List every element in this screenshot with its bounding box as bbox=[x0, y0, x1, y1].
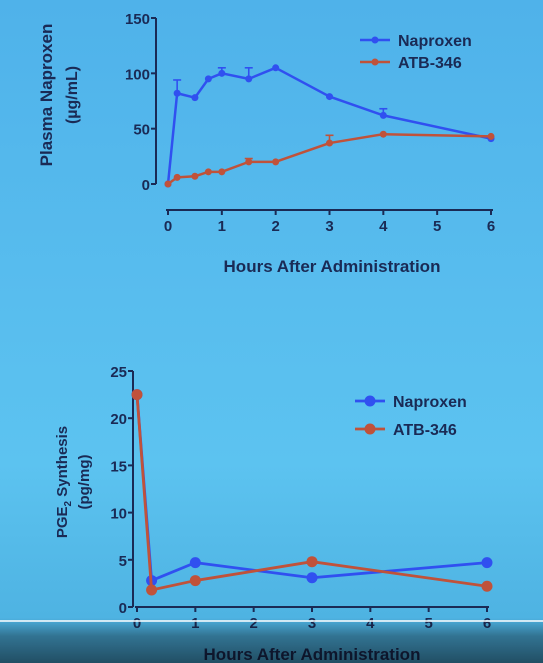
data-point-atb-346 bbox=[191, 172, 199, 180]
legend-label-naproxen: Naproxen bbox=[398, 33, 472, 50]
chart2-ylabel-rest: Synthesis bbox=[54, 426, 71, 501]
x-tick-label: 5 bbox=[433, 218, 441, 235]
chart1-x-axis-label: Hours After Administration bbox=[224, 257, 441, 276]
chart2-x-axis-label: Hours After Administration bbox=[204, 645, 421, 663]
data-point-atb-346 bbox=[272, 158, 280, 166]
data-point-naproxen bbox=[189, 557, 201, 569]
chart2-ylabel-subscript: 2 bbox=[63, 500, 74, 506]
data-point-naproxen bbox=[481, 557, 493, 569]
y-tick-label: 0 bbox=[119, 600, 127, 617]
legend-swatch-marker bbox=[371, 36, 379, 44]
chart1-y-axis-title: Plasma Naproxen (µg/mL) bbox=[37, 24, 81, 167]
data-point-atb-346 bbox=[218, 168, 226, 176]
chart1-axes: 0 50 100 150 0 1 2 3 4 5 6 bbox=[125, 11, 495, 235]
legend-swatch-marker bbox=[371, 58, 379, 66]
x-tick-label: 4 bbox=[366, 615, 375, 632]
chart1-y-axis-label: Plasma Naproxen bbox=[37, 24, 56, 167]
data-point-naproxen bbox=[204, 75, 212, 83]
x-tick-label: 0 bbox=[133, 615, 141, 632]
legend-label-naproxen: Naproxen bbox=[393, 394, 467, 411]
data-point-naproxen bbox=[173, 89, 181, 97]
data-point-atb-346 bbox=[189, 575, 201, 587]
chart1-legend: Naproxen ATB-346 bbox=[360, 33, 472, 72]
x-tick-label: 2 bbox=[249, 615, 257, 632]
chart2-y-axis-label: PGE2 Synthesis bbox=[54, 426, 74, 538]
legend-label-atb-346: ATB-346 bbox=[393, 422, 457, 439]
data-point-atb-346 bbox=[245, 158, 253, 166]
chart2-y-axis-title: PGE2 Synthesis (pg/mg) bbox=[54, 426, 93, 538]
data-point-atb-346 bbox=[164, 180, 172, 188]
data-point-naproxen bbox=[191, 94, 199, 102]
chart1-plot-area bbox=[164, 64, 495, 188]
data-point-naproxen bbox=[379, 111, 387, 119]
y-tick-label: 100 bbox=[125, 66, 150, 83]
legend-swatch-marker bbox=[364, 395, 376, 407]
legend-swatch-marker bbox=[364, 423, 376, 435]
data-point-atb-346 bbox=[204, 168, 212, 176]
x-tick-label: 2 bbox=[271, 218, 279, 235]
x-tick-label: 1 bbox=[218, 218, 226, 235]
y-tick-label: 15 bbox=[110, 458, 127, 475]
y-tick-label: 5 bbox=[119, 553, 127, 570]
series-line-naproxen bbox=[166, 66, 492, 185]
chart1-y-axis-unit: (µg/mL) bbox=[64, 66, 81, 124]
y-tick-label: 50 bbox=[133, 122, 150, 139]
data-point-atb-346 bbox=[131, 389, 143, 401]
chart2-plot-area bbox=[131, 389, 493, 596]
data-point-naproxen bbox=[326, 93, 333, 101]
video-progress-line bbox=[0, 620, 543, 622]
data-point-atb-346 bbox=[487, 132, 495, 140]
chart2-y-axis-unit: (pg/mg) bbox=[76, 455, 93, 510]
x-tick-label: 5 bbox=[424, 615, 432, 632]
data-point-atb-346 bbox=[326, 139, 333, 147]
y-tick-label: 150 bbox=[125, 11, 150, 28]
y-tick-label: 10 bbox=[110, 506, 127, 523]
x-tick-label: 4 bbox=[379, 218, 388, 235]
data-point-atb-346 bbox=[146, 584, 158, 596]
chart2-ylabel-main: PGE bbox=[54, 506, 71, 538]
data-point-naproxen bbox=[218, 69, 226, 77]
y-tick-label: 20 bbox=[110, 411, 127, 428]
data-point-naproxen bbox=[245, 75, 253, 83]
data-point-naproxen bbox=[272, 64, 280, 72]
data-point-atb-346 bbox=[481, 580, 493, 592]
x-tick-label: 6 bbox=[483, 615, 491, 632]
data-point-atb-346 bbox=[379, 130, 387, 138]
y-tick-label: 0 bbox=[142, 177, 150, 194]
series-line-atb-346 bbox=[167, 132, 492, 186]
plasma-naproxen-chart: Plasma Naproxen (µg/mL) Hours After Admi… bbox=[37, 11, 495, 276]
x-tick-label: 1 bbox=[191, 615, 199, 632]
legend-label-atb-346: ATB-346 bbox=[398, 55, 462, 72]
y-tick-label: 25 bbox=[110, 364, 127, 381]
x-tick-label: 6 bbox=[487, 218, 495, 235]
x-tick-label: 3 bbox=[325, 218, 333, 235]
data-point-atb-346 bbox=[306, 556, 318, 568]
x-tick-label: 0 bbox=[164, 218, 172, 235]
x-tick-label: 3 bbox=[308, 615, 316, 632]
chart2-legend: Naproxen ATB-346 bbox=[355, 394, 467, 439]
data-point-naproxen bbox=[306, 572, 318, 584]
data-point-atb-346 bbox=[173, 173, 181, 181]
pge2-synthesis-chart: PGE2 Synthesis (pg/mg) Hours After Admin… bbox=[54, 364, 493, 663]
